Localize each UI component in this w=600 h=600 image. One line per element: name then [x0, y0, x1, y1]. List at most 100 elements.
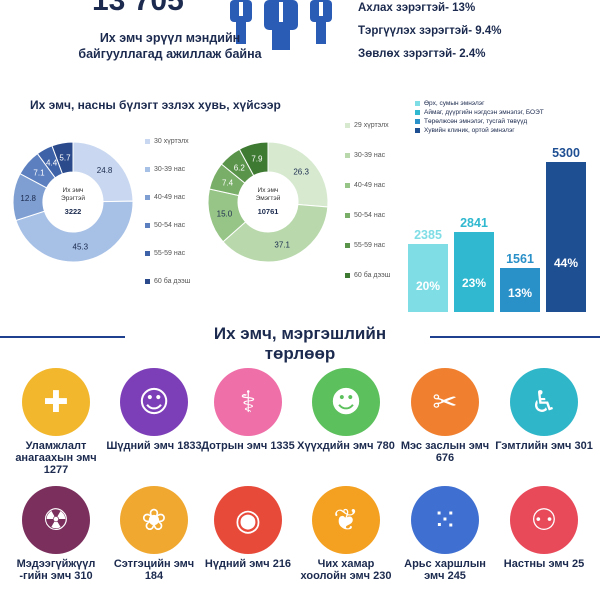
female-legend-item: 55-59 нас: [345, 242, 415, 272]
specialty-label: Нүдний эмч 216: [204, 558, 292, 570]
specialty-label: Настны эмч 25: [503, 558, 585, 570]
bar-legend-item: Аймаг, дүүргийн нэгдсэн эмнэлэг, БОЭТ: [415, 109, 600, 118]
bar-legend-label: Хувийн клиник, ортой эмнэлэг: [424, 127, 515, 134]
baby-icon: ☻: [312, 368, 380, 436]
specialty-item: ❀ Сэтгэцийн эмч 184: [104, 486, 204, 582]
doctors-group-icon: [230, 0, 332, 50]
male-center-subtitle: Эрэгтэй: [61, 194, 85, 202]
brain-icon: ❀: [120, 486, 188, 554]
bar-legend-swatch: [415, 127, 420, 133]
bar-value-label: 2385: [414, 228, 442, 242]
specialty-item: ⚕ Дотрын эмч 1335: [198, 368, 298, 452]
female-legend-label: 40-49 нас: [354, 182, 386, 189]
female-slice-label: 7.4: [222, 178, 234, 187]
male-legend-label: 55-59 нас: [154, 250, 186, 257]
female-legend-item: 60 ба дээш: [345, 272, 415, 302]
male-slice: [15, 200, 134, 263]
elderly-icon: ⚇: [510, 486, 578, 554]
bar-legend-label: Аймаг, дүүргийн нэгдсэн эмнэлэг, БОЭТ: [424, 109, 544, 116]
male-slice-label: 45.3: [73, 242, 89, 251]
male-legend-label: 60 ба дээш: [154, 278, 191, 285]
specialty-item: ❦ Чих хамар хоолойн эмч 230: [296, 486, 396, 582]
female-slice: [267, 141, 329, 208]
specialty-item: ☢ Мэдээгүйжүүл -гийн эмч 310: [6, 486, 106, 582]
specialty-label: Гэмтлийн эмч 301: [495, 440, 593, 452]
degree-senior: Ахлах зэрэгтэй- 13%: [358, 2, 476, 14]
bar-legend-label: Төрөлжсөн эмнэлэг, тусгай төвүүд: [424, 118, 528, 125]
age-section-title: Их эмч, насны бүлэгт эзлэх хувь, хүйсээр: [30, 98, 281, 112]
male-slice: [51, 141, 74, 175]
specialty-label: Уламжлалт анагаахын эмч 1277: [15, 440, 97, 476]
female-legend-item: 30-39 нас: [345, 152, 415, 182]
specialty-label: Дотрын эмч 1335: [201, 440, 295, 452]
specialty-title: Их эмч, мэргэшлийн төрлөөр: [0, 324, 600, 364]
male-legend-item: 50-54 нас: [145, 222, 215, 250]
female-slice: [222, 203, 329, 263]
male-legend-label: 40-49 нас: [154, 194, 186, 201]
male-legend-item: 60 ба дээш: [145, 278, 215, 306]
male-center-title: Их эмч: [63, 187, 84, 194]
bar-chart: 2385 20% 2841 23% 1561 13% 5300 44%: [408, 140, 598, 312]
title-rule-left: [0, 336, 125, 338]
female-slice-label: 37.1: [274, 241, 290, 250]
degree-leading: Тэргүүлэх зэрэгтэй- 9.4%: [358, 25, 502, 37]
male-legend-swatch: [145, 250, 150, 256]
female-legend-label: 50-54 нас: [354, 212, 386, 219]
male-center-total: 3222: [65, 207, 82, 216]
title-rule-right: [430, 336, 600, 338]
bar-value-label: 5300: [552, 146, 580, 160]
skin-icon: ⁙: [411, 486, 479, 554]
bar-legend-label: Өрх, сумын эмнэлэг: [424, 100, 485, 107]
female-legend-item: 29 хүртэлх: [345, 122, 415, 152]
specialty-item: ♿ Гэмтлийн эмч 301: [494, 368, 594, 452]
specialty-label: Сэтгэцийн эмч 184: [113, 558, 195, 582]
female-center-title: Их эмч: [258, 187, 279, 194]
specialty-item: ☺ Шүдний эмч 1833: [104, 368, 204, 452]
female-legend-label: 29 хүртэлх: [354, 122, 389, 129]
female-legend-label: 30-39 нас: [354, 152, 386, 159]
female-legend-label: 60 ба дээш: [354, 272, 391, 279]
male-slice-label: 12.8: [20, 194, 36, 203]
female-legend-item: 40-49 нас: [345, 182, 415, 212]
crutch-icon: ♿: [510, 368, 578, 436]
bar-percent-label: 23%: [461, 276, 487, 290]
degree-advisor: Зөвлөх зэрэгтэй- 2.4%: [358, 48, 486, 60]
male-slice-label: 5.7: [59, 154, 71, 163]
female-slice-label: 26.3: [293, 168, 309, 177]
female-center-subtitle: Эмэгтэй: [256, 194, 281, 202]
ent-icon: ❦: [312, 486, 380, 554]
specialty-title-text: Их эмч, мэргэшлийн төрлөөр: [213, 324, 387, 363]
specialty-item: ⁙ Арьс харшлын эмч 245: [395, 486, 495, 582]
male-legend-swatch: [145, 194, 150, 200]
specialty-label: Арьс харшлын эмч 245: [404, 558, 486, 582]
female-legend-swatch: [345, 182, 350, 188]
bar-percent-label: 13%: [507, 286, 533, 300]
bar: [500, 268, 540, 312]
female-slice-label: 15.0: [217, 209, 233, 218]
female-slice-label: 7.9: [251, 154, 263, 163]
bar-legend-swatch: [415, 100, 420, 106]
male-legend-label: 50-54 нас: [154, 222, 186, 229]
bar-legend-swatch: [415, 109, 420, 115]
specialty-label: Мэс заслын эмч 676: [400, 440, 490, 464]
surgery-icon: ✂: [411, 368, 479, 436]
male-slice-label: 24.8: [97, 166, 113, 175]
male-legend-label: 30-39 нас: [154, 166, 186, 173]
bar-value-label: 1561: [506, 252, 534, 266]
bar-legend-item: Төрөлжсөн эмнэлэг, тусгай төвүүд: [415, 118, 600, 127]
specialty-label: Чих хамар хоолойн эмч 230: [300, 558, 392, 582]
male-center: [44, 173, 102, 231]
bar: [546, 162, 586, 312]
legend-male: 30 хүртэлх 30-39 нас 40-49 нас 50-54 нас 55-…: [145, 138, 215, 306]
specialty-item: ◉ Нүдний эмч 216: [198, 486, 298, 570]
male-legend-item: 30 хүртэлх: [145, 138, 215, 166]
female-center: [239, 173, 297, 231]
bar-value-label: 2841: [460, 216, 488, 230]
bar-legend-swatch: [415, 118, 420, 124]
male-legend-swatch: [145, 166, 150, 172]
male-slice-label: 7.1: [33, 169, 45, 178]
female-legend-swatch: [345, 272, 350, 278]
male-legend-item: 55-59 нас: [145, 250, 215, 278]
female-legend-swatch: [345, 122, 350, 128]
female-center-total: 10761: [258, 207, 279, 216]
